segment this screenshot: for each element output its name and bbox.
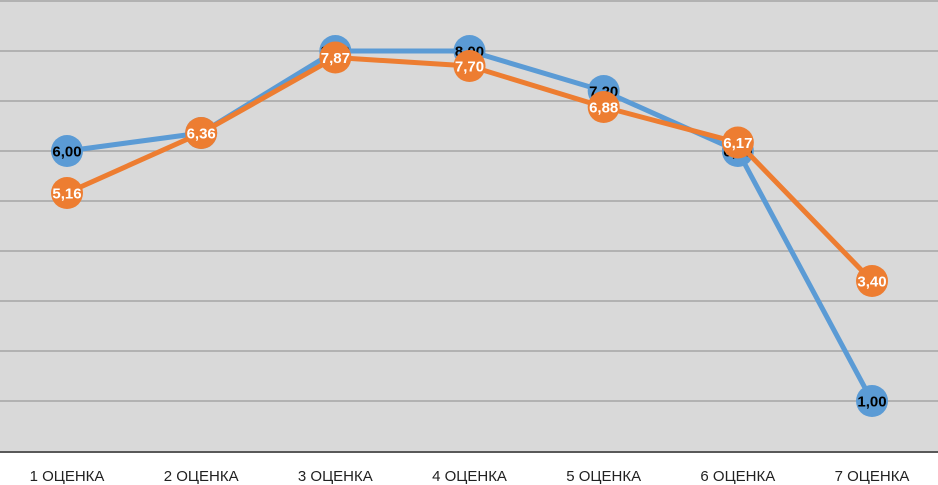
series-1-data-label: 6,00 [52, 144, 81, 161]
series-2-point [51, 177, 83, 209]
series-2-point [319, 41, 352, 74]
series-2-data-label: 6,17 [723, 135, 752, 152]
x-tick-label: 4 ОЦЕНКА [432, 468, 507, 485]
series-2-point [185, 117, 218, 149]
x-tick-label: 3 ОЦЕНКА [298, 468, 373, 485]
series-2-data-label: 7,70 [455, 59, 484, 76]
series-2-point [856, 265, 889, 297]
series-2-point [453, 50, 486, 82]
series-2-data-label: 7,87 [321, 50, 350, 67]
series-2-data-label: 5,16 [52, 186, 81, 203]
x-tick-label: 1 ОЦЕНКА [30, 468, 105, 485]
series-2-data-label: 3,40 [857, 274, 886, 291]
series-1-data-label: 1,00 [857, 394, 886, 411]
series-1-point [856, 385, 889, 417]
series-2: 5,16 6,36 7,87 7,70 6,88 6,17 3,40 [51, 41, 889, 297]
series-1-point [51, 135, 83, 167]
series-2-point [721, 126, 754, 159]
series-2-data-label: 6,36 [187, 126, 216, 143]
series-2-data-label: 6,88 [589, 100, 618, 117]
series-layer: 6,006,368,008,007,206,001,005,166,367,87… [51, 35, 889, 417]
x-tick-labels: 1 ОЦЕНКА 2 ОЦЕНКА 3 ОЦЕНКА 4 ОЦЕНКА 5 ОЦЕНКА… [30, 468, 910, 485]
series-2-point [587, 91, 620, 123]
x-tick-label: 7 ОЦЕНКА [835, 468, 910, 485]
x-tick-label: 6 ОЦЕНКА [700, 468, 775, 485]
gridlines [0, 0, 938, 402]
x-tick-label: 2 ОЦЕНКА [164, 468, 239, 485]
x-tick-label: 5 ОЦЕНКА [566, 468, 641, 485]
